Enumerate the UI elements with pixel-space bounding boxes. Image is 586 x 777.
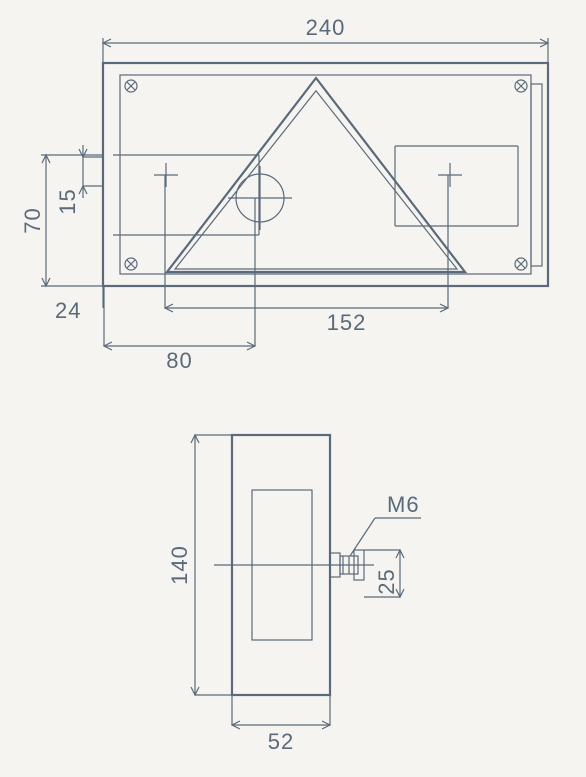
- dim-70: 70: [20, 207, 45, 233]
- technical-drawing: 240 152 80 24 70 15 140 52 25 M6: [0, 0, 586, 777]
- dim-24: 24: [55, 298, 81, 323]
- dim-80: 80: [166, 348, 192, 373]
- dim-52: 52: [268, 729, 294, 754]
- dim-25: 25: [374, 568, 399, 594]
- dim-140: 140: [167, 545, 192, 585]
- dim-152: 152: [327, 310, 367, 335]
- canvas-bg: [0, 0, 586, 777]
- dim-m6: M6: [387, 492, 420, 517]
- dim-240: 240: [306, 15, 346, 40]
- dim-15: 15: [55, 188, 80, 214]
